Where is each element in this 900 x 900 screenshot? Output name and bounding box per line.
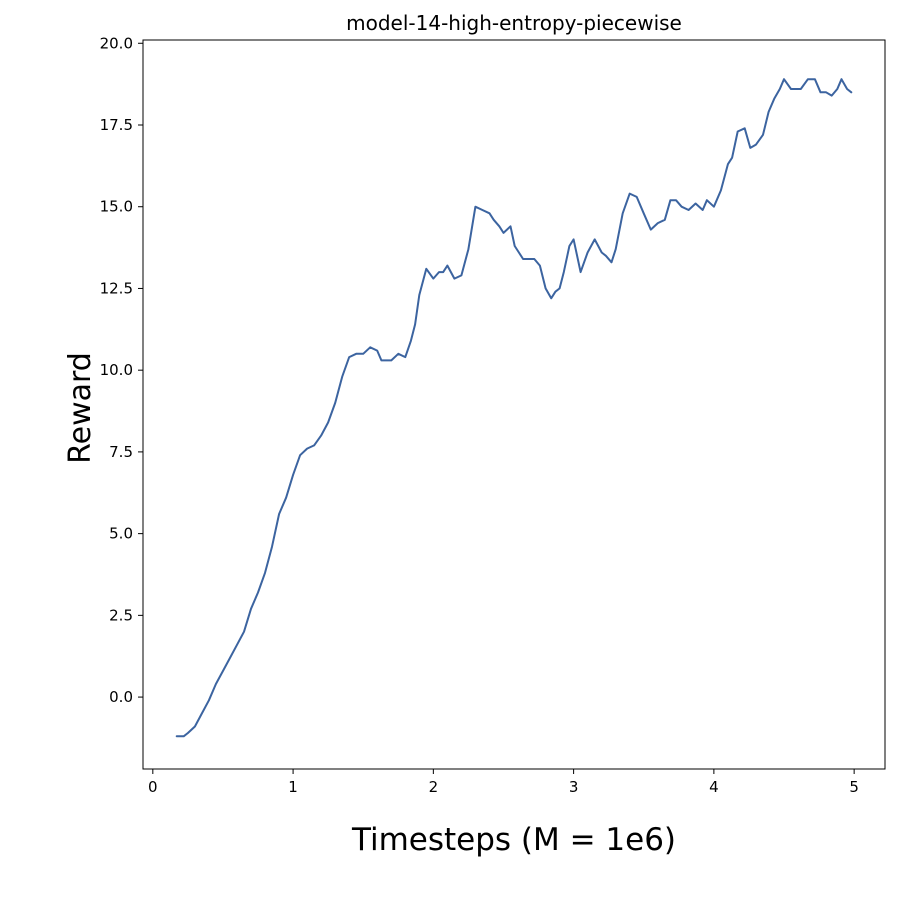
y-tick-label: 15.0 — [100, 198, 133, 216]
x-tick-label: 0 — [148, 778, 158, 796]
reward-series-line — [175, 78, 853, 738]
y-tick-label: 5.0 — [109, 525, 133, 543]
x-tick-label: 1 — [288, 778, 298, 796]
x-tick-label: 5 — [849, 778, 859, 796]
x-tick-label: 3 — [569, 778, 579, 796]
y-axis-label: Reward — [63, 352, 98, 464]
x-axis-label: Timesteps (M = 1e6) — [351, 822, 676, 858]
x-tick-label: 4 — [709, 778, 719, 796]
y-tick-label: 2.5 — [109, 606, 133, 624]
y-tick-label: 12.5 — [100, 279, 133, 297]
x-axis: 0 1 2 3 4 5 — [148, 769, 859, 796]
plot-area — [142, 39, 886, 770]
y-axis: 0.0 2.5 5.0 7.5 10.0 12.5 15.0 17.5 20.0 — [100, 34, 143, 706]
y-tick-label: 0.0 — [109, 688, 133, 706]
x-tick-label: 2 — [429, 778, 439, 796]
chart-title: model-14-high-entropy-piecewise — [346, 11, 682, 35]
y-tick-label: 20.0 — [100, 34, 133, 52]
y-tick-label: 17.5 — [100, 116, 133, 134]
y-tick-label: 7.5 — [109, 443, 133, 461]
y-tick-label: 10.0 — [100, 361, 133, 379]
